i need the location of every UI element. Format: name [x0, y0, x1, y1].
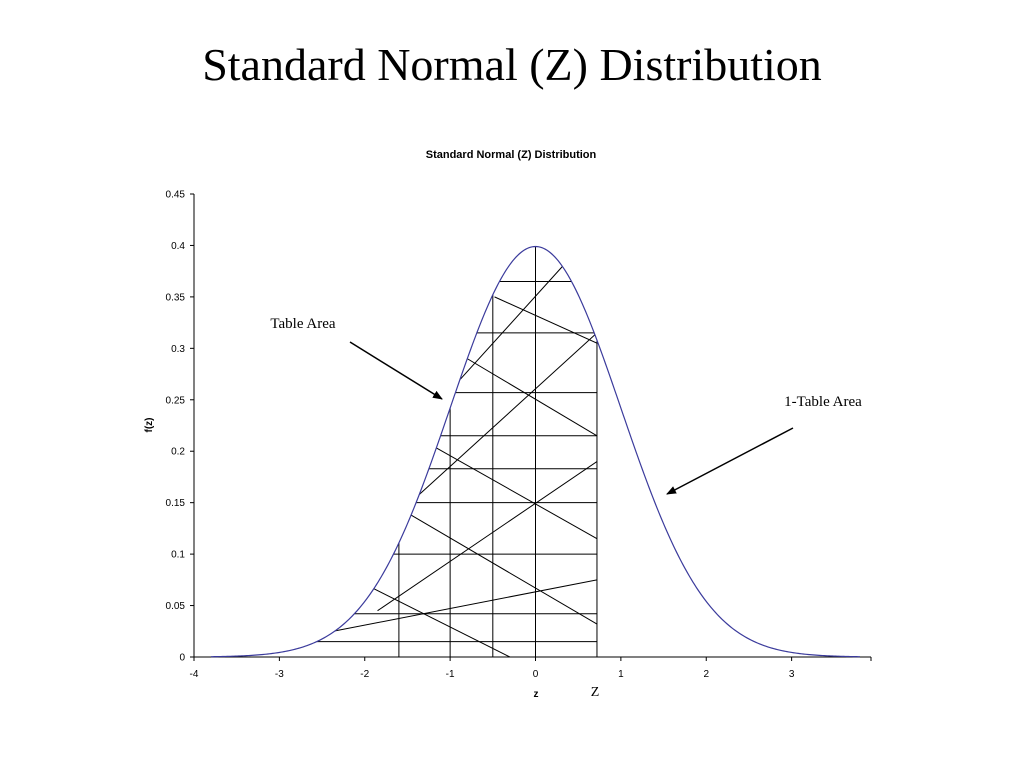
hatch-diagonal-line [466, 358, 597, 437]
chart-title: Standard Normal (Z) Distribution [426, 149, 597, 161]
x-tick-label: -3 [275, 669, 284, 680]
y-tick-label: 0 [179, 653, 185, 664]
z-annotation: Z [591, 685, 600, 700]
hatch-diagonals [330, 265, 597, 658]
x-tick-label: -1 [446, 669, 455, 680]
table-area-annotation: Table Area [270, 316, 443, 400]
x-tick-label: 0 [533, 669, 539, 680]
hatch-diagonal-line [432, 445, 597, 540]
y-tick-label: 0.35 [166, 292, 186, 303]
one-minus-table-area-label: 1-Table Area [784, 394, 862, 410]
y-tick-label: 0.25 [166, 395, 186, 406]
y-tick-label: 0.2 [171, 447, 185, 458]
hatched-table-area [316, 246, 598, 658]
y-tick-label: 0.3 [171, 344, 185, 355]
chart-axes [193, 194, 871, 658]
one-minus-table-area-arrow [666, 427, 794, 495]
table-area-label: Table Area [270, 316, 336, 332]
hatch-diagonal-line [415, 332, 597, 498]
hatch-diagonal-line [377, 461, 597, 612]
x-tick-label: -4 [190, 669, 199, 680]
hatch-diagonal-line [459, 265, 564, 380]
y-tick-label: 0.4 [171, 241, 185, 252]
hatch-diagonal-line [355, 579, 511, 658]
y-tick-label: 0.1 [171, 550, 185, 561]
slide-title: Standard Normal (Z) Distribution [202, 39, 822, 90]
x-axis-label: z [534, 689, 539, 700]
x-tick-label: 1 [618, 669, 624, 680]
x-tick-label: 2 [703, 669, 709, 680]
y-tick-label: 0.45 [166, 190, 186, 201]
one-minus-table-area-annotation: 1-Table Area [666, 394, 862, 495]
hatch-diagonal-line [330, 579, 597, 633]
y-tick-label: 0.05 [166, 601, 186, 612]
y-ticks: 0 0.05 0.1 0.15 0.2 0.25 0.3 0.35 0.4 0.45 [166, 190, 194, 664]
hatch-diagonal-line [494, 296, 597, 344]
x-ticks: -4 -3 -2 -1 0 1 2 3 [190, 657, 872, 680]
table-area-arrow [349, 341, 443, 400]
y-tick-label: 0.15 [166, 498, 186, 509]
hatch-diagonal-line [407, 512, 597, 625]
y-axis-label: f(z) [144, 418, 155, 433]
x-tick-label: -2 [360, 669, 369, 680]
normal-pdf-curve [211, 245, 860, 658]
x-tick-label: 3 [789, 669, 795, 680]
